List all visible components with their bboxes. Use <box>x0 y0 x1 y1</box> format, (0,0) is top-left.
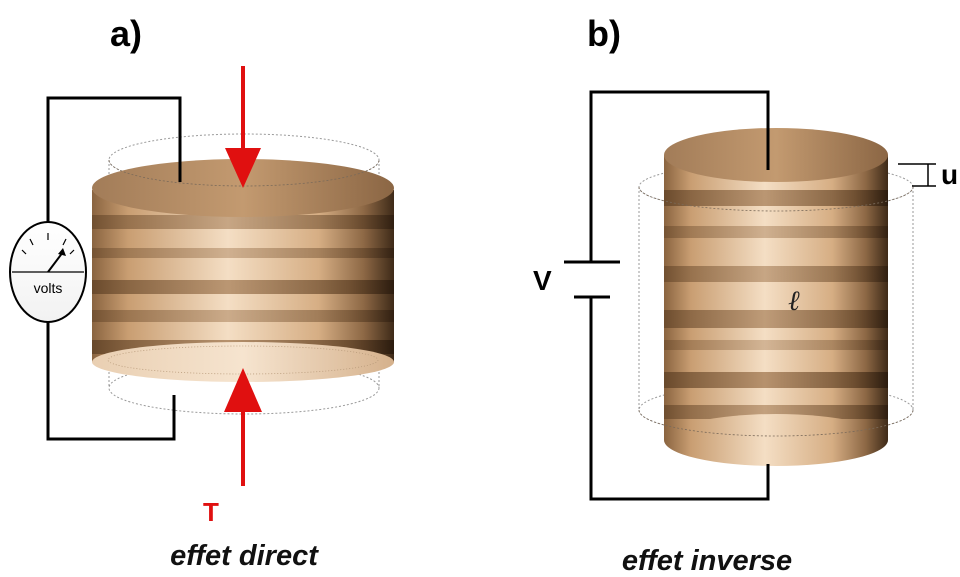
voltmeter-label: volts <box>34 280 63 296</box>
voltage-label: V <box>533 265 552 296</box>
displacement-label: u <box>941 159 958 190</box>
voltmeter-needle <box>47 251 64 273</box>
piezo-cylinder-a <box>92 159 394 382</box>
panel-b: b) <box>533 13 958 577</box>
force-arrow-bottom <box>224 368 262 486</box>
force-arrow-top <box>225 66 261 188</box>
length-label: ℓ <box>788 284 800 317</box>
piezo-cylinder-b <box>664 128 888 466</box>
battery-symbol <box>564 260 620 299</box>
cylinder-a-ghost-front <box>108 159 380 187</box>
panel-a-caption: effet direct <box>170 540 319 572</box>
panel-b-label: b) <box>587 13 621 54</box>
cylinder-a-bottom-face <box>92 342 394 382</box>
panel-b-caption: effet inverse <box>622 545 792 577</box>
cylinder-b-bottom-curve <box>664 414 888 466</box>
panel-a: a) <box>9 13 394 572</box>
displacement-bracket <box>898 163 936 187</box>
panel-a-label: a) <box>110 13 142 54</box>
circuit-a-wires <box>46 96 182 441</box>
cylinder-b-top-face <box>664 128 888 182</box>
voltmeter-scale-ticks <box>21 233 75 255</box>
circuit-b-wires <box>589 90 770 501</box>
force-label: T <box>203 497 219 527</box>
voltmeter: volts <box>9 221 87 323</box>
